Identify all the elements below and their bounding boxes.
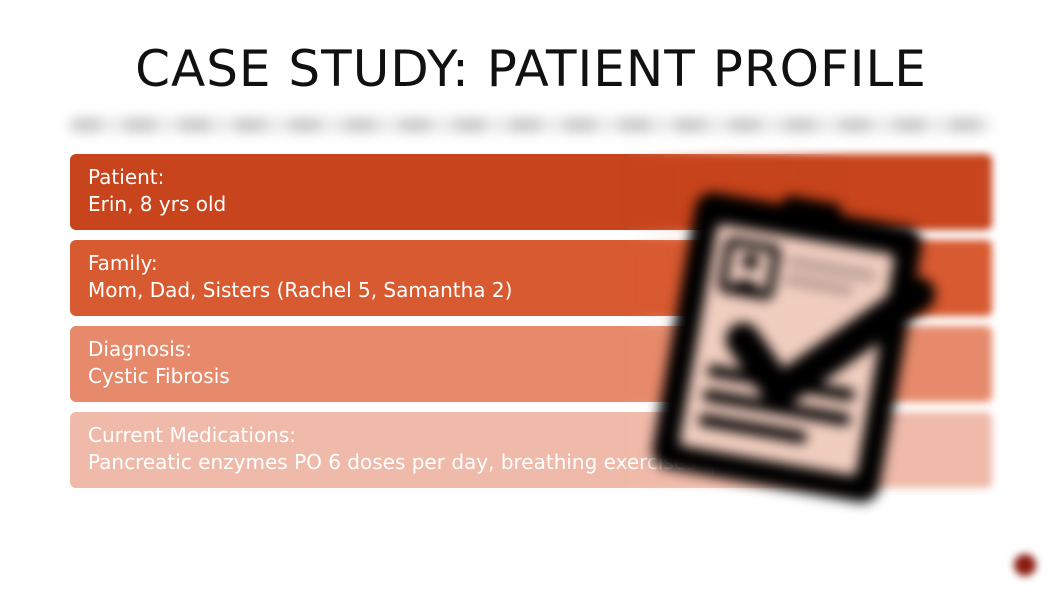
row-value: Cystic Fibrosis xyxy=(88,363,974,390)
row-diagnosis: Diagnosis: Cystic Fibrosis xyxy=(70,326,992,402)
row-medications: Current Medications: Pancreatic enzymes … xyxy=(70,412,992,488)
slide-title: CASE STUDY: PATIENT PROFILE xyxy=(70,40,992,98)
row-label: Diagnosis: xyxy=(88,336,974,363)
row-label: Family: xyxy=(88,250,974,277)
row-family: Family: Mom, Dad, Sisters (Rachel 5, Sam… xyxy=(70,240,992,316)
row-label: Patient: xyxy=(88,164,974,191)
row-patient: Patient: Erin, 8 yrs old xyxy=(70,154,992,230)
row-label: Current Medications: xyxy=(88,422,974,449)
row-value: Pancreatic enzymes PO 6 doses per day, b… xyxy=(88,449,974,476)
row-value: Mom, Dad, Sisters (Rachel 5, Samantha 2) xyxy=(88,277,974,304)
subtitle-blur-line xyxy=(70,118,992,132)
info-rows: Patient: Erin, 8 yrs old Family: Mom, Da… xyxy=(70,154,992,488)
page-number-dot xyxy=(1014,554,1036,576)
slide: CASE STUDY: PATIENT PROFILE Patient: Eri… xyxy=(0,0,1062,598)
row-value: Erin, 8 yrs old xyxy=(88,191,974,218)
